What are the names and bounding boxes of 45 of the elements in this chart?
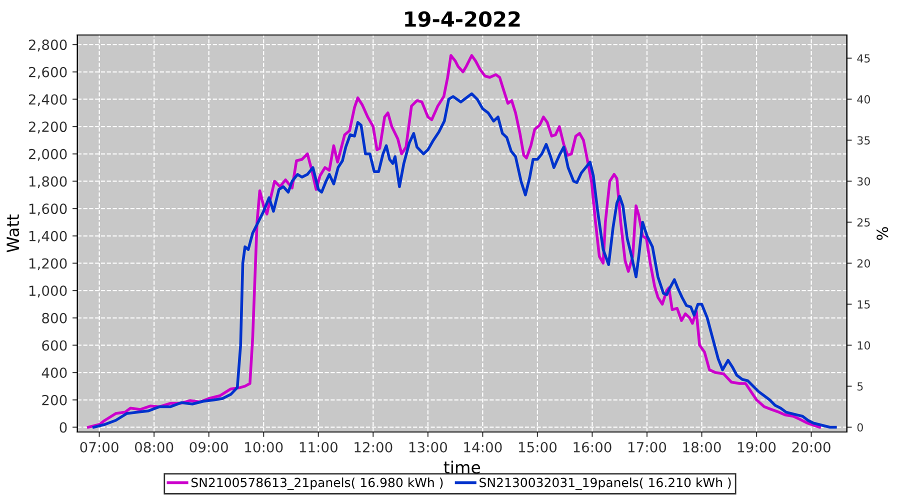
y2-tick-label: 0 bbox=[857, 423, 863, 432]
y-tick-label: 2,800 bbox=[28, 40, 67, 52]
x-tick-label: 15:00 bbox=[518, 442, 557, 452]
y2-tick-label: 30 bbox=[857, 177, 870, 186]
legend-label: SN2130032031_19panels( 16.210 kWh ) bbox=[480, 478, 731, 490]
y-tick-label: 2,000 bbox=[28, 148, 67, 161]
x-tick-label: 12:00 bbox=[354, 442, 392, 452]
y-tick-label: 1,600 bbox=[29, 204, 67, 216]
y2-tick-label: 40 bbox=[857, 95, 870, 104]
y2-tick-label: 35 bbox=[857, 136, 870, 145]
y2-tick-label: 45 bbox=[857, 54, 870, 63]
x-tick-label: 07:00 bbox=[80, 442, 118, 452]
y-tick-label: 800 bbox=[42, 312, 67, 324]
y2-tick-label: 20 bbox=[857, 259, 870, 268]
y-tick-label: 200 bbox=[42, 394, 67, 406]
y-tick-label: 600 bbox=[42, 340, 67, 351]
x-axis-title: time bbox=[444, 460, 480, 474]
y-tick-label: 0 bbox=[60, 422, 67, 433]
x-tick-label: 14:00 bbox=[464, 442, 502, 452]
y-tick-label: 1,200 bbox=[29, 258, 67, 270]
x-tick-label: 20:00 bbox=[792, 442, 830, 452]
y-axis-title: Watt bbox=[6, 214, 20, 252]
x-tick-label: 19:00 bbox=[738, 442, 776, 452]
legend-label: SN2100578613_21panels( 16.980 kWh ) bbox=[191, 478, 443, 490]
y-tick-label: 400 bbox=[42, 368, 67, 378]
y-tick-label: 2,400 bbox=[28, 94, 67, 106]
y2-tick-label: 10 bbox=[858, 341, 870, 350]
x-tick-label: 11:00 bbox=[300, 442, 338, 452]
y2-axis-title: % bbox=[876, 227, 888, 240]
y-tick-label: 1,400 bbox=[29, 230, 67, 243]
y-tick-label: 2,600 bbox=[28, 66, 67, 79]
chart-title: 19-4-2022 bbox=[405, 11, 520, 27]
x-tick-label: 18:00 bbox=[683, 442, 721, 452]
x-tick-label: 17:00 bbox=[628, 442, 666, 452]
x-tick-label: 09:00 bbox=[190, 442, 228, 452]
y-tick-label: 2,200 bbox=[28, 122, 67, 134]
x-tick-label: 08:00 bbox=[134, 442, 174, 452]
y2-tick-label: 25 bbox=[857, 218, 870, 227]
y2-tick-label: 15 bbox=[858, 300, 870, 309]
x-tick-label: 13:00 bbox=[409, 442, 448, 452]
y-tick-label: 1,800 bbox=[29, 176, 67, 188]
x-tick-label: 16:00 bbox=[574, 442, 612, 452]
y2-tick-label: 5 bbox=[857, 382, 863, 391]
x-tick-label: 10:00 bbox=[245, 442, 283, 452]
y-tick-label: 1,000 bbox=[29, 286, 67, 298]
